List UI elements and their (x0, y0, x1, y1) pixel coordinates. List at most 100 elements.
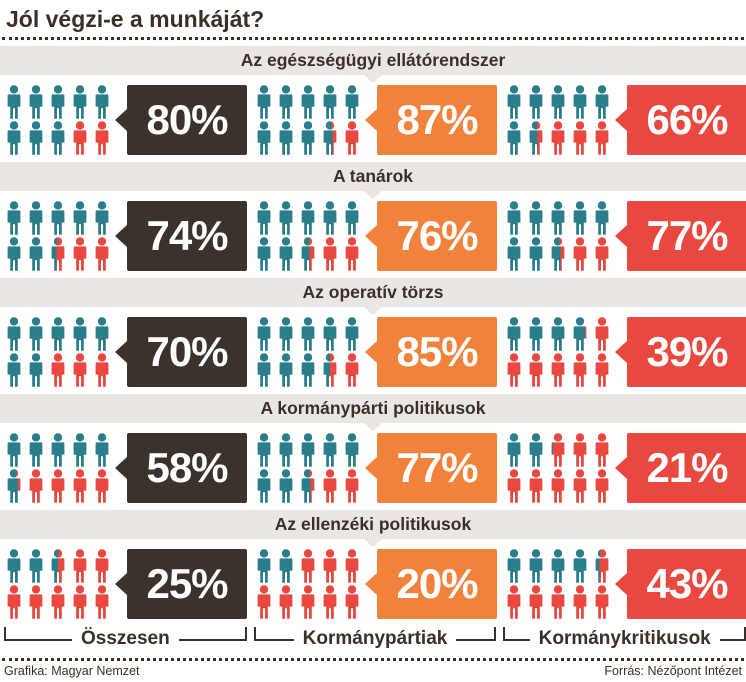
person-icon (95, 317, 109, 352)
person-icon (529, 317, 543, 352)
person-icon (279, 549, 293, 584)
section-header: A tanárok (0, 162, 746, 200)
pictogram-grid (254, 85, 364, 156)
percent-label: 25% (146, 560, 228, 608)
bracket-line-left (4, 627, 72, 642)
bubble-tail (365, 341, 377, 364)
person-icon (257, 469, 271, 504)
person-icon (257, 433, 271, 468)
person-icon (595, 121, 609, 156)
percent-bubble: 85% (365, 317, 497, 388)
percent-label: 87% (396, 96, 478, 144)
person-icon (573, 433, 587, 468)
dotted-rule-bottom (2, 658, 744, 662)
person-icon (551, 121, 565, 156)
pictogram-grid (254, 201, 364, 272)
section-row: 74% 76% 77% (0, 201, 746, 272)
person-icon (551, 433, 565, 468)
person-icon (323, 585, 337, 620)
person-icon (257, 353, 271, 388)
person-icon (595, 85, 609, 120)
column-bracket: Kormánykritikusok (503, 626, 746, 652)
person-icon (7, 85, 21, 120)
legend-brackets: Összesen Kormánypártiak Kormánykritikusok (0, 626, 746, 652)
person-icon (29, 201, 43, 236)
person-icon (279, 201, 293, 236)
person-icon (7, 549, 21, 584)
percent-label: 21% (646, 444, 728, 492)
bracket-label: Kormánypártiak (302, 628, 448, 650)
person-icon (345, 549, 359, 584)
percent-bubble: 25% (115, 549, 247, 620)
person-icon (323, 237, 337, 272)
bubble-tail (365, 109, 377, 132)
person-icon (29, 469, 43, 504)
footer-credit-right: Forrás: Nézőpont Intézet (604, 664, 742, 679)
person-icon (595, 469, 609, 504)
person-icon (551, 85, 565, 120)
person-icon (51, 549, 65, 584)
page-title: Jól végzi-e a munkáját? (6, 6, 265, 32)
percent-bubble: 76% (365, 201, 497, 272)
footer: Grafika: Magyar Nemzet Forrás: Nézőpont … (0, 661, 746, 678)
person-icon (345, 433, 359, 468)
bubble-tail (115, 109, 127, 132)
person-icon (257, 549, 271, 584)
data-group: 21% (504, 433, 746, 504)
percent-label: 70% (146, 328, 228, 376)
person-icon (7, 469, 21, 504)
bracket-line-right (178, 627, 247, 642)
person-icon (529, 469, 543, 504)
person-icon (551, 585, 565, 620)
person-icon (73, 469, 87, 504)
bubble-tail (115, 457, 127, 480)
person-icon (279, 85, 293, 120)
percent-label: 43% (646, 560, 728, 608)
pictogram-grid (254, 317, 364, 388)
percent-bubble: 70% (115, 317, 247, 388)
person-icon (507, 433, 521, 468)
column-bracket: Kormánypártiak (253, 626, 497, 652)
person-icon (73, 85, 87, 120)
person-icon (279, 585, 293, 620)
percent-label: 80% (146, 96, 228, 144)
person-icon (29, 585, 43, 620)
bubble-tail (115, 341, 127, 364)
section-header: A kormánypárti politikusok (0, 394, 746, 432)
person-icon (507, 585, 521, 620)
person-icon (95, 353, 109, 388)
percent-bubble: 66% (615, 85, 746, 156)
pictogram-grid (504, 433, 614, 504)
person-icon (95, 201, 109, 236)
percent-bubble: 77% (365, 433, 497, 504)
percent-bubble: 87% (365, 85, 497, 156)
bubble-tail (365, 225, 377, 248)
person-icon (279, 317, 293, 352)
bubble-tail (615, 457, 627, 480)
person-icon (345, 121, 359, 156)
person-icon (573, 585, 587, 620)
person-icon (51, 85, 65, 120)
person-icon (7, 585, 21, 620)
section-row: 70% 85% 39% (0, 317, 746, 388)
pictogram-grid (504, 317, 614, 388)
person-icon (323, 353, 337, 388)
data-group: 58% (4, 433, 247, 504)
pictogram-grid (504, 549, 614, 620)
percent-bubble: 77% (615, 201, 746, 272)
person-icon (279, 433, 293, 468)
person-icon (95, 469, 109, 504)
percent-label: 85% (396, 328, 478, 376)
person-icon (573, 469, 587, 504)
data-group: 87% (254, 85, 497, 156)
person-icon (51, 121, 65, 156)
person-icon (507, 317, 521, 352)
bracket-label: Összesen (80, 628, 170, 650)
person-icon (507, 549, 521, 584)
person-icon (95, 85, 109, 120)
section-row: 58% 77% 21% (0, 433, 746, 504)
person-icon (595, 201, 609, 236)
person-icon (95, 585, 109, 620)
person-icon (257, 585, 271, 620)
person-icon (529, 433, 543, 468)
